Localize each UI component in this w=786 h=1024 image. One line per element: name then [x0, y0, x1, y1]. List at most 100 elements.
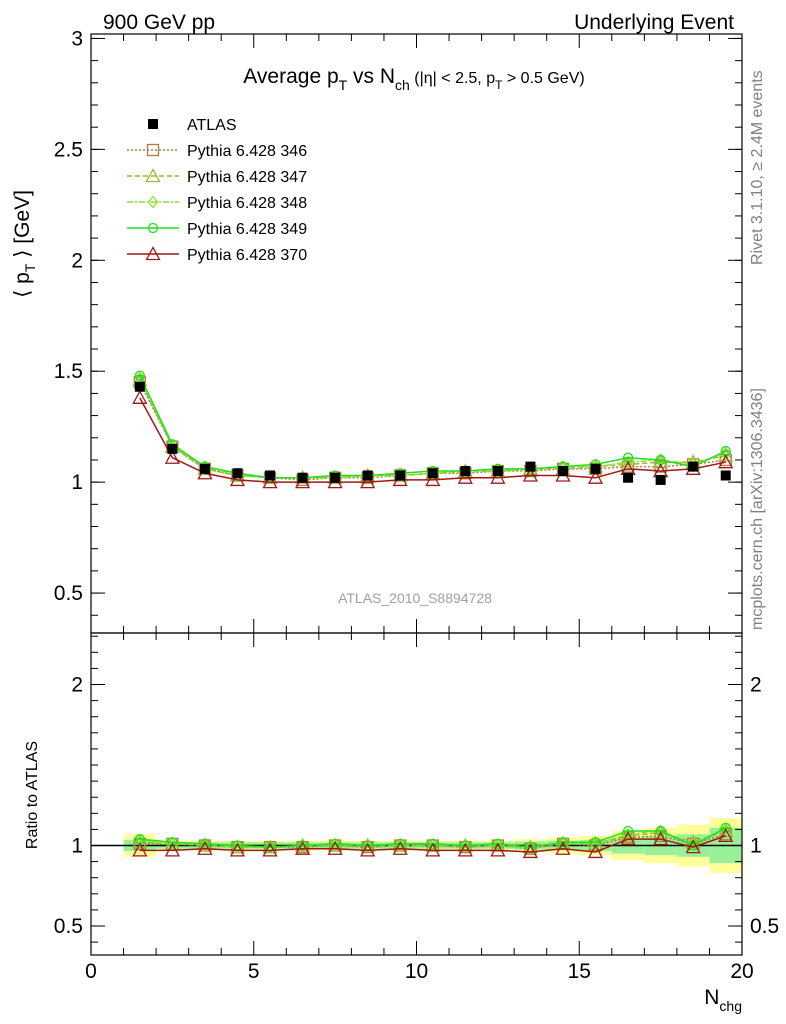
atlas-data-point — [623, 472, 634, 483]
ratio-y-tick-label: 1 — [71, 835, 83, 858]
ratio-series-4 — [132, 827, 734, 859]
atlas-data-point — [330, 472, 341, 483]
ratio-point — [132, 842, 148, 857]
ratio-point — [555, 840, 571, 855]
atlas-data-point — [557, 466, 568, 477]
rivet-side-label: Rivet 3.1.10, ≥ 2.4M events — [749, 70, 766, 265]
atlas-data-point — [265, 470, 276, 481]
title-main-text: Average p — [243, 65, 338, 88]
atlas-data-point — [525, 461, 536, 472]
ratio-y-tick-label-right: 1 — [750, 835, 762, 858]
title-sub-ch: ch — [395, 77, 410, 93]
series-line — [139, 375, 727, 479]
series-point — [622, 455, 634, 469]
ratio-y-axis-label: Ratio to ATLAS — [24, 741, 41, 849]
ratio-point — [589, 839, 602, 852]
legend-label: Pythia 6.428 349 — [187, 221, 307, 238]
atlas-data-point — [720, 470, 731, 481]
x-axis-label: Nchg — [704, 986, 742, 1014]
ratio-point — [490, 842, 506, 857]
atlas-data-point — [297, 472, 308, 483]
legend-item-atlas: ATLAS — [148, 117, 237, 134]
main-y-axis-label: ⟨ pT ⟩ [GeV] — [11, 190, 38, 298]
legend-marker — [145, 168, 161, 183]
ratio-y-tick-label-right: 2 — [750, 674, 762, 697]
series-line — [139, 397, 726, 483]
atlas-data-point — [655, 474, 666, 485]
atlas-data-point — [688, 461, 699, 472]
ratio-point — [557, 835, 569, 849]
main-y-tick-label: 2.5 — [54, 138, 83, 161]
ratio-point — [197, 840, 213, 855]
x-tick-label: 0 — [85, 960, 97, 983]
xlabel-a: N — [704, 986, 719, 1009]
mcplots-side-label: mcplots.cern.ch [arXiv:1306.3436] — [749, 388, 766, 630]
title-cond-b: > 0.5 GeV) — [502, 70, 584, 87]
ratio-point — [522, 844, 539, 859]
ylabel-b: ⟩ [GeV] — [11, 190, 34, 264]
main-y-tick-label: 2 — [71, 249, 83, 272]
ratio-y-tick-label: 2 — [71, 674, 83, 697]
title-cond-sub: T — [495, 78, 503, 92]
atlas-data-point — [395, 470, 406, 481]
legend-item-4: Pythia 6.428 370 — [127, 246, 307, 264]
ratio-point — [392, 840, 408, 855]
ylabel-sub: T — [22, 263, 38, 272]
title-cond-a: (|η| < 2.5, p — [410, 70, 495, 87]
ylabel-a: ⟨ p — [11, 272, 34, 298]
ratio-line — [139, 828, 727, 848]
series-point — [360, 474, 376, 489]
legend-item-0: Pythia 6.428 346 — [127, 143, 307, 160]
legend-item-2: Pythia 6.428 348 — [127, 195, 307, 212]
ratio-point — [653, 831, 669, 846]
legend-label-atlas: ATLAS — [187, 117, 237, 134]
ratio-point — [457, 842, 473, 857]
series-line — [139, 377, 726, 479]
legend-marker-atlas — [148, 119, 158, 129]
legend-label: Pythia 6.428 347 — [187, 169, 307, 186]
x-tick-label: 20 — [730, 960, 753, 983]
ratio-point — [229, 842, 246, 857]
ratio-y-tick-label: 0.5 — [54, 915, 83, 938]
main-plot: 0.5 1 1.5 2 2.5 3 — [54, 27, 743, 634]
ratio-point — [620, 831, 636, 846]
legend: ATLAS Pythia 6.428 346 Pythia 6.428 347 Pyt… — [127, 117, 307, 264]
atlas-data-point — [427, 468, 438, 479]
series-point — [522, 467, 539, 482]
x-tick-label: 10 — [405, 960, 428, 983]
atlas-data-point — [167, 443, 178, 454]
series-point — [587, 469, 604, 484]
series-point — [589, 462, 602, 475]
ratio-point — [264, 840, 276, 854]
ratio-point — [164, 842, 180, 857]
series-point — [229, 472, 246, 487]
main-y-tick-label: 1.5 — [54, 360, 83, 383]
legend-marker — [146, 143, 160, 157]
ratio-point — [685, 839, 701, 854]
atlas-data-point — [460, 466, 471, 477]
title-vs-text: vs N — [347, 65, 395, 88]
main-y-tick-label: 3 — [71, 27, 83, 50]
legend-marker — [147, 195, 159, 209]
legend-label: Pythia 6.428 370 — [187, 247, 307, 264]
main-plot-title: Average pT vs Nch (|η| < 2.5, pT > 0.5 G… — [243, 65, 584, 93]
title-sub-t: T — [339, 77, 348, 93]
series-point — [425, 472, 441, 487]
xlabel-sub: chg — [719, 998, 742, 1014]
atlas-data-point — [492, 466, 503, 477]
atlas-data-point — [134, 381, 145, 392]
ratio-point — [294, 840, 311, 855]
legend-item-1: Pythia 6.428 347 — [127, 168, 307, 186]
series-point — [262, 474, 278, 489]
series-point — [718, 454, 734, 469]
atlas-data-series — [134, 381, 731, 485]
ratio-y-tick-label-right: 0.5 — [750, 915, 779, 938]
ratio-point — [133, 837, 146, 851]
atlas-data-point — [590, 463, 601, 474]
series-point — [164, 449, 180, 464]
legend-label: Pythia 6.428 348 — [187, 195, 307, 212]
atlas-data-point — [232, 468, 243, 479]
main-y-tick-label: 1 — [71, 471, 83, 494]
header-right: Underlying Event — [574, 11, 734, 34]
